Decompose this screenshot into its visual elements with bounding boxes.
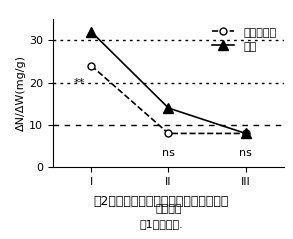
Text: **: ** bbox=[74, 78, 85, 88]
Line: 普通期播き: 普通期播き bbox=[88, 62, 249, 137]
晩播 bbox=[167, 107, 170, 109]
Legend: 普通期播き, 晩播: 普通期播き, 晩播 bbox=[210, 25, 279, 54]
晩播 bbox=[90, 30, 93, 33]
Text: 図1脚注参照.: 図1脚注参照. bbox=[139, 219, 183, 229]
晩播 bbox=[244, 132, 247, 135]
普通期播き bbox=[167, 132, 170, 135]
Text: ns: ns bbox=[239, 148, 252, 158]
Line: 晩播: 晩播 bbox=[86, 27, 251, 138]
Text: ns: ns bbox=[162, 148, 175, 158]
Y-axis label: ΔN/ΔW(mg/g): ΔN/ΔW(mg/g) bbox=[16, 55, 26, 131]
普通期播き bbox=[90, 64, 93, 67]
普通期播き bbox=[244, 132, 247, 135]
X-axis label: 生育時期: 生育時期 bbox=[155, 204, 182, 214]
Text: 図2　乾物増加当たり窒素吸収量の推移: 図2 乾物増加当たり窒素吸収量の推移 bbox=[93, 195, 229, 208]
